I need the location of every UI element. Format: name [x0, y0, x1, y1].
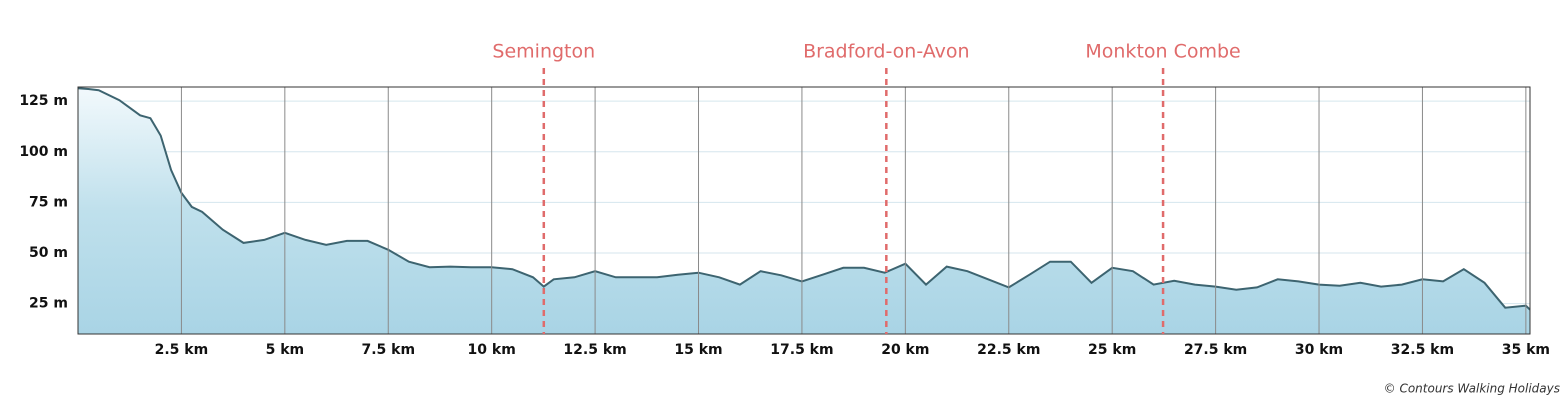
y-tick-label: 125 m	[19, 93, 68, 109]
area	[78, 88, 1530, 334]
x-tick-label: 15 km	[674, 342, 722, 358]
marker-label: Bradford-on-Avon	[803, 41, 970, 63]
x-tick-label: 12.5 km	[563, 342, 626, 358]
x-tick-label: 27.5 km	[1184, 342, 1247, 358]
elevation-line	[77, 87, 1531, 311]
y-tick-label: 100 m	[19, 144, 68, 160]
x-tick-label: 35 km	[1502, 342, 1550, 358]
marker-label: Monkton Combe	[1085, 41, 1240, 63]
plot-frame	[77, 86, 1531, 335]
marker-label: Semington	[492, 41, 595, 63]
x-tick-label: 32.5 km	[1391, 342, 1454, 358]
x-tick-label: 20 km	[881, 342, 929, 358]
x-tick-label: 25 km	[1088, 342, 1136, 358]
x-tick-label: 10 km	[468, 342, 516, 358]
credit: © Contours Walking Holidays	[1384, 382, 1560, 396]
x-tick-label: 22.5 km	[977, 342, 1040, 358]
x-tick-label: 5 km	[266, 342, 305, 358]
y-tick-label: 50 m	[29, 245, 68, 261]
x-tick-label: 2.5 km	[155, 342, 209, 358]
y-tick-label: 25 m	[29, 296, 68, 312]
x-tick-label: 17.5 km	[770, 342, 833, 358]
x-tick-label: 30 km	[1295, 342, 1343, 358]
y-tick-label: 75 m	[29, 194, 68, 210]
x-tick-label: 7.5 km	[361, 342, 415, 358]
